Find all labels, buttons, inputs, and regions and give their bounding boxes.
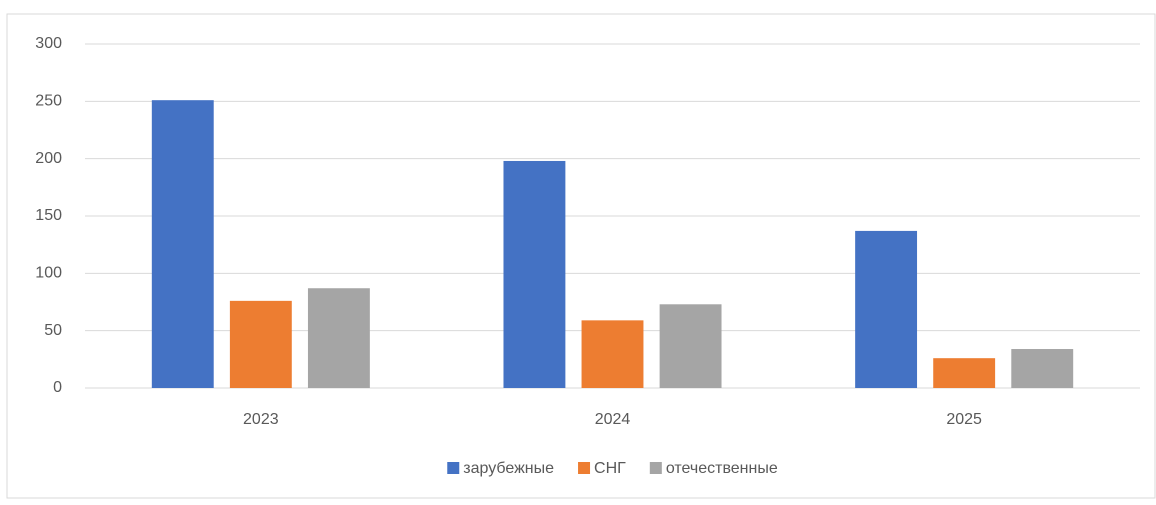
y-tick-label: 50 <box>44 322 62 339</box>
legend-label: отечественные <box>666 460 778 477</box>
legend-swatch <box>578 462 591 474</box>
x-tick-label: 2025 <box>946 411 982 428</box>
legend-label: зарубежные <box>463 460 554 477</box>
legend-swatch <box>447 462 460 474</box>
legend-label: СНГ <box>594 460 626 477</box>
bar <box>151 100 214 388</box>
y-tick-label: 150 <box>35 207 62 224</box>
bar <box>855 230 918 388</box>
y-tick-label: 300 <box>35 35 62 52</box>
y-tick-label: 0 <box>53 379 62 396</box>
y-tick-label: 200 <box>35 150 62 167</box>
bar <box>933 358 996 388</box>
y-tick-label: 100 <box>35 265 62 282</box>
legend: зарубежные СНГ отечественные <box>447 460 778 477</box>
x-tick-label: 2024 <box>595 411 631 428</box>
bar <box>307 288 370 388</box>
y-tick-label: 250 <box>35 93 62 110</box>
bar <box>229 300 292 388</box>
legend-swatch <box>649 462 662 474</box>
x-tick-label: 2023 <box>243 411 279 428</box>
bar <box>503 160 566 388</box>
bar <box>1011 349 1074 388</box>
bar <box>581 320 644 388</box>
bar <box>659 304 722 388</box>
